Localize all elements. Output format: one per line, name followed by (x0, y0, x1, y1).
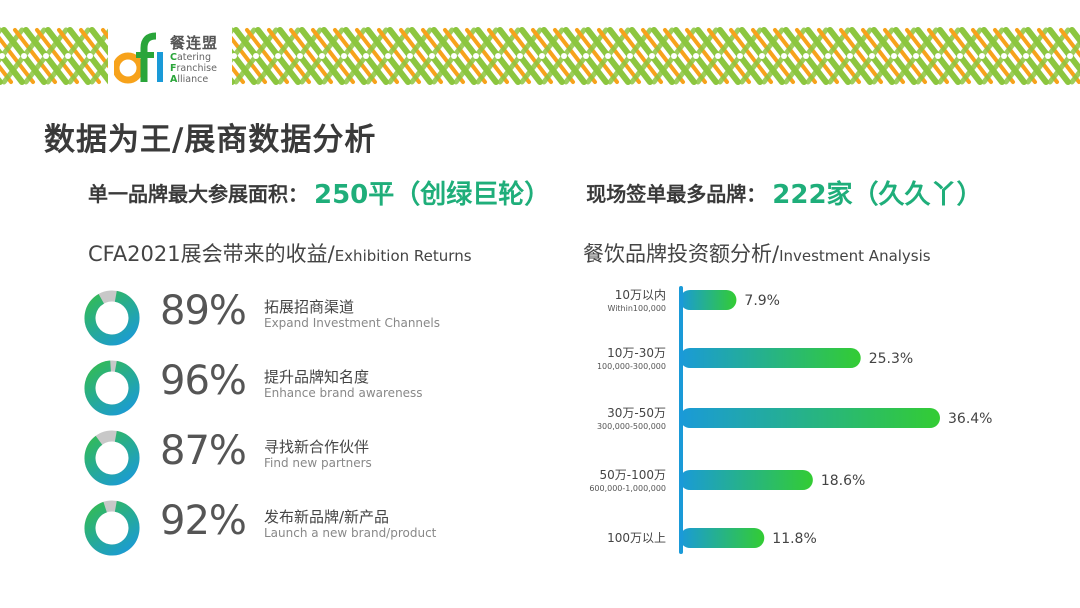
page-title: 数据为王/展商数据分析 (44, 122, 377, 158)
returns-item: 96% 提升品牌知名度 Enhance brand awareness (84, 358, 484, 418)
returns-label-cn: 提升品牌知名度 (264, 368, 370, 386)
category-sublabel: 100,000-300,000 (597, 362, 666, 371)
highlights-row: 单一品牌最大参展面积： 250平（创绿巨轮） 现场签单最多品牌： 222家（久久… (88, 172, 983, 212)
returns-percent: 92% (160, 498, 247, 544)
category-sublabel: 600,000-1,000,000 (589, 484, 666, 493)
category-label: 10万以内 (615, 288, 666, 302)
highlight-value-max-area: 250平（创绿巨轮） (314, 179, 551, 210)
returns-percent: 96% (160, 358, 247, 404)
highlight-label-most-deals: 现场签单最多品牌： (586, 181, 767, 206)
category-label: 30万-50万 (607, 406, 666, 420)
returns-label-en: Enhance brand awareness (264, 386, 423, 400)
bar-value-label: 36.4% (948, 411, 992, 427)
donut-ring-icon (84, 290, 140, 346)
cfa-logo: 餐连盟 Catering Franchise Alliance (110, 24, 230, 88)
investment-bar-chart: 7.9% 10万以内 Within100,000 25.3% 10万-30万 100,00… (589, 286, 992, 554)
invest-section-title: 餐饮品牌投资额分析/Investment Analysis (583, 242, 931, 266)
returns-item: 89% 拓展招商渠道 Expand Investment Channels (84, 288, 484, 348)
bar (680, 470, 813, 490)
returns-percent: 89% (160, 288, 247, 334)
returns-label-en: Expand Investment Channels (264, 316, 440, 330)
bar-value-label: 7.9% (744, 293, 780, 309)
returns-label-en: Launch a new brand/product (264, 526, 437, 540)
donut-ring-icon (84, 500, 140, 556)
category-label: 10万-30万 (607, 346, 666, 360)
bar-value-label: 25.3% (869, 351, 913, 367)
logo-english-name: Catering Franchise Alliance (170, 52, 217, 85)
category-label: 100万以上 (607, 531, 666, 545)
bar-value-label: 11.8% (772, 531, 816, 547)
donut-ring-icon (84, 430, 140, 486)
logo-chinese-name: 餐连盟 (170, 34, 219, 52)
returns-label-cn: 发布新品牌/新产品 (264, 508, 390, 526)
returns-item: 92% 发布新品牌/新产品 Launch a new brand/product (84, 498, 484, 558)
bar (680, 348, 861, 368)
category-sublabel: 300,000-500,000 (597, 422, 666, 431)
highlight-label-max-area: 单一品牌最大参展面积： (88, 181, 308, 206)
donut-ring-icon (84, 360, 140, 416)
returns-item: 87% 寻找新合作伙伴 Find new partners (84, 428, 484, 488)
header-pattern-right (232, 26, 1080, 86)
highlight-value-most-deals: 222家（久久丫） (772, 179, 983, 210)
returns-label-cn: 寻找新合作伙伴 (264, 438, 370, 456)
returns-label-en: Find new partners (264, 456, 372, 470)
returns-section-title: CFA2021展会带来的收益/Exhibition Returns (88, 242, 472, 266)
bar-value-label: 18.6% (821, 473, 865, 489)
header-pattern-left (0, 26, 108, 86)
bar (680, 528, 765, 548)
returns-label-cn: 拓展招商渠道 (264, 298, 355, 316)
category-label: 50万-100万 (599, 468, 666, 482)
returns-percent: 87% (160, 428, 247, 474)
cfa-logo-mark-icon (114, 32, 163, 84)
bar (680, 408, 940, 428)
category-sublabel: Within100,000 (607, 304, 666, 313)
bar (680, 290, 737, 310)
